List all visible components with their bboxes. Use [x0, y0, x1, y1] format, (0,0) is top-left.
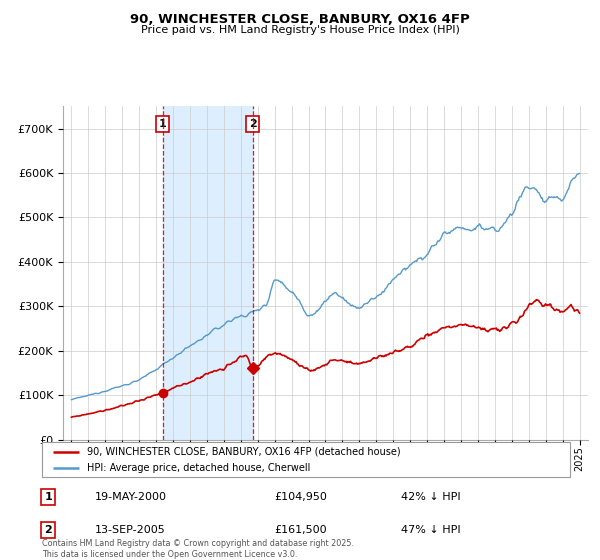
- Text: 2: 2: [44, 525, 52, 535]
- Text: 90, WINCHESTER CLOSE, BANBURY, OX16 4FP: 90, WINCHESTER CLOSE, BANBURY, OX16 4FP: [130, 13, 470, 26]
- Text: 47% ↓ HPI: 47% ↓ HPI: [401, 525, 461, 535]
- Bar: [163, 106, 253, 440]
- Text: £104,950: £104,950: [274, 492, 327, 502]
- Text: 13-SEP-2005: 13-SEP-2005: [95, 525, 166, 535]
- Text: 90, WINCHESTER CLOSE, BANBURY, OX16 4FP (detached house): 90, WINCHESTER CLOSE, BANBURY, OX16 4FP …: [87, 447, 401, 457]
- FancyBboxPatch shape: [42, 442, 570, 477]
- Text: Contains HM Land Registry data © Crown copyright and database right 2025.
This d: Contains HM Land Registry data © Crown c…: [42, 539, 354, 559]
- Text: 1: 1: [159, 119, 166, 129]
- Text: £161,500: £161,500: [274, 525, 327, 535]
- Text: 19-MAY-2000: 19-MAY-2000: [95, 492, 167, 502]
- Text: 42% ↓ HPI: 42% ↓ HPI: [401, 492, 461, 502]
- Text: Price paid vs. HM Land Registry's House Price Index (HPI): Price paid vs. HM Land Registry's House …: [140, 25, 460, 35]
- Text: 2: 2: [249, 119, 257, 129]
- Text: HPI: Average price, detached house, Cherwell: HPI: Average price, detached house, Cher…: [87, 464, 310, 473]
- Text: 1: 1: [44, 492, 52, 502]
